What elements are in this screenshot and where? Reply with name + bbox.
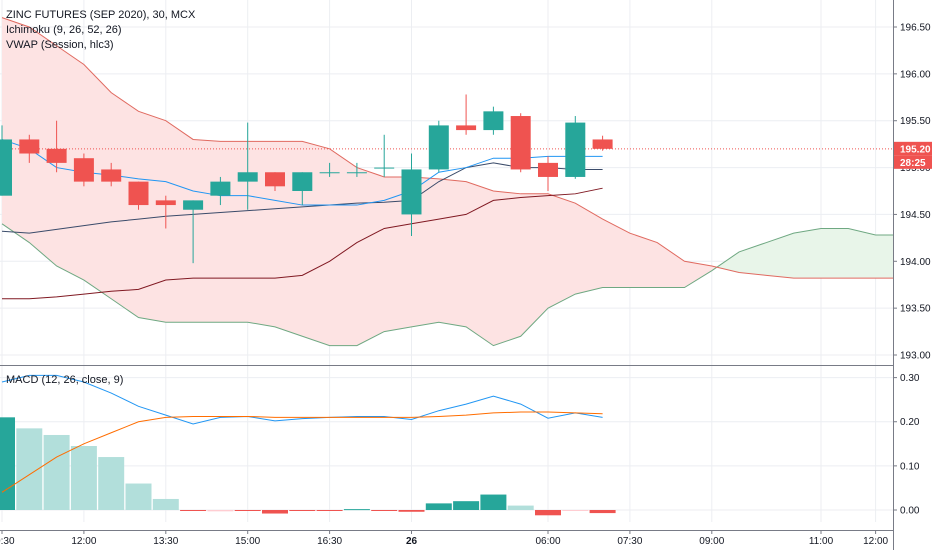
- cloud-bearish: [2, 17, 717, 346]
- candle-down[interactable]: [46, 148, 67, 163]
- macd-histogram-bar: [98, 457, 125, 510]
- macd-tick-label: 0.10: [900, 461, 920, 472]
- time-tick-label: 12:00: [71, 536, 96, 547]
- countdown-badge: [894, 155, 932, 169]
- time-tick-label: 06:00: [535, 536, 560, 547]
- macd-histogram-bar: [480, 494, 507, 510]
- price-tick-label: 195.50: [900, 116, 931, 127]
- macd-legend[interactable]: MACD (12, 26, close, 9): [6, 374, 124, 386]
- time-tick-label: 16:30: [317, 536, 342, 547]
- candle-up[interactable]: [401, 169, 422, 215]
- macd-line: [1, 374, 603, 425]
- time-tick-label: 11:00: [809, 536, 834, 547]
- price-tick-label: 193.00: [900, 351, 931, 362]
- time-tick-label: 07:30: [617, 536, 642, 547]
- macd-histogram-bar: [371, 510, 398, 511]
- candle-down[interactable]: [510, 116, 531, 170]
- candle-up[interactable]: [565, 122, 586, 177]
- macd-histogram-bar: [234, 510, 261, 511]
- candle-down[interactable]: [592, 139, 613, 149]
- lead2-line: [1, 17, 931, 279]
- macd-tick-label: 0.20: [900, 417, 920, 428]
- candle-up[interactable]: [483, 111, 504, 131]
- price-axis-bg: [894, 0, 932, 550]
- macd-histogram-bar: [398, 510, 425, 512]
- candle-down[interactable]: [73, 158, 94, 182]
- candle-down[interactable]: [265, 172, 285, 187]
- time-tick-label: 26: [406, 536, 418, 547]
- macd-histogram-bar: [425, 503, 452, 510]
- candle-down[interactable]: [19, 139, 40, 154]
- candle-up[interactable]: [346, 172, 367, 174]
- lead1-line: [1, 223, 931, 347]
- candle-down[interactable]: [538, 162, 558, 177]
- macd-tick-label: 0.30: [900, 373, 920, 384]
- macd-histogram-bar: [262, 510, 288, 514]
- price-tick-label: 194.50: [900, 210, 931, 221]
- vwap-line: [1, 162, 603, 234]
- candles[interactable]: [0, 94, 613, 264]
- candle-up[interactable]: [0, 139, 12, 196]
- candle-up[interactable]: [183, 200, 204, 210]
- macd-histogram-bar: [562, 510, 589, 511]
- candle-up[interactable]: [237, 172, 258, 182]
- cloud-bullish: [716, 228, 931, 279]
- candle-up[interactable]: [319, 172, 340, 174]
- base-line: [2, 187, 603, 300]
- time-tick-label: 12:00: [863, 536, 888, 547]
- macd-histogram-bar: [343, 509, 370, 511]
- candle-down[interactable]: [155, 200, 176, 206]
- candle-up[interactable]: [428, 125, 449, 170]
- countdown-value: 28:25: [900, 158, 926, 169]
- candle-down[interactable]: [101, 169, 122, 182]
- macd-histogram-bar: [453, 501, 480, 510]
- signal-line: [1, 411, 603, 493]
- macd-histogram-bar: [152, 498, 179, 510]
- macd-histogram-bar: [0, 417, 15, 510]
- price-tick-label: 194.00: [900, 257, 931, 268]
- macd-histogram-bar: [125, 483, 152, 510]
- candle-up[interactable]: [292, 172, 313, 191]
- macd-pane: [0, 374, 616, 516]
- macd-histogram-bar: [535, 510, 561, 516]
- time-tick-label: 15:00: [235, 536, 260, 547]
- macd-histogram-bar: [43, 434, 70, 510]
- last-price-value: 195.20: [900, 144, 931, 155]
- price-tick-label: 196.50: [900, 23, 931, 34]
- vwap-legend[interactable]: VWAP (Session, hlc3): [6, 39, 114, 51]
- candle-up[interactable]: [374, 167, 395, 169]
- candle-down[interactable]: [456, 125, 477, 131]
- macd-histogram-bar: [507, 505, 534, 510]
- time-tick-label: 09:00: [699, 536, 724, 547]
- time-tick-label: 10:30: [0, 536, 15, 547]
- macd-histogram-bar: [180, 510, 207, 511]
- macd-histogram-bar: [70, 446, 97, 510]
- macd-histogram-bar: [316, 510, 343, 511]
- macd-histogram-bar: [289, 510, 316, 511]
- symbol-title[interactable]: ZINC FUTURES (SEP 2020), 30, MCX: [6, 9, 196, 21]
- ichimoku-legend[interactable]: Ichimoku (9, 26, 52, 26): [6, 24, 122, 36]
- price-tick-label: 196.00: [900, 69, 931, 80]
- candle-down[interactable]: [128, 181, 149, 206]
- macd-tick-label: 0.00: [900, 506, 920, 517]
- ichimoku-cloud: [2, 17, 931, 346]
- candle-up[interactable]: [210, 181, 231, 196]
- macd-histogram-bar: [207, 510, 234, 512]
- last-price-badge: [894, 141, 932, 156]
- macd-histogram-bar: [589, 510, 616, 514]
- price-tick-label: 193.50: [900, 304, 931, 315]
- time-tick-label: 13:30: [153, 536, 178, 547]
